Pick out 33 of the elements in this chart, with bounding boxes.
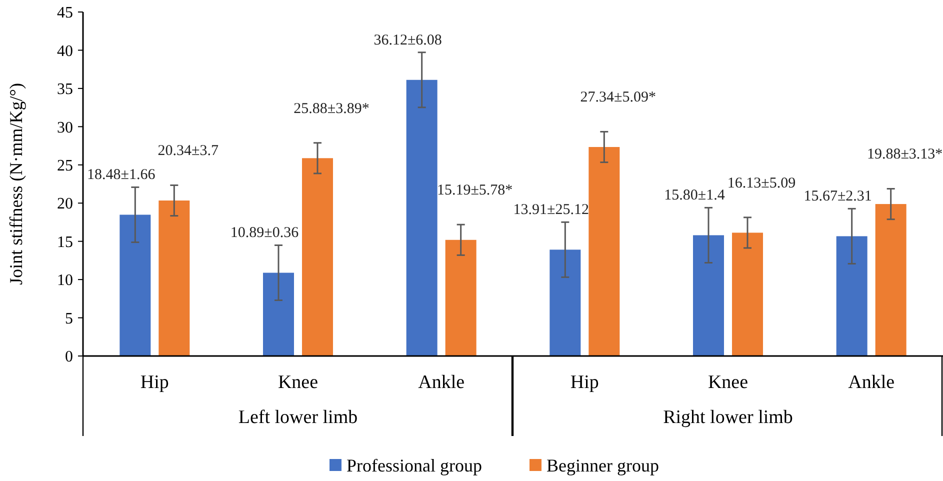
x-tick-label: Knee bbox=[708, 372, 748, 393]
y-tick-label: 40 bbox=[57, 42, 73, 60]
text: Right lower limb bbox=[663, 407, 793, 428]
data-label: 20.34±3.7 bbox=[158, 143, 220, 160]
x-tick-label: Ankle bbox=[418, 372, 465, 393]
y-tick-label: 35 bbox=[57, 81, 73, 98]
y-tick-label: 45 bbox=[57, 4, 73, 22]
text: Left lower limb bbox=[238, 407, 358, 428]
x-tick-label: Hip bbox=[570, 372, 599, 393]
y-tick-label: 10 bbox=[57, 272, 73, 290]
y-tick-label: 5 bbox=[65, 310, 73, 328]
data-label: 10.89±0.36 bbox=[230, 225, 300, 242]
data-label: 16.13±5.09 bbox=[727, 175, 796, 192]
data-label: 19.88±3.13* bbox=[866, 146, 943, 163]
y-axis-title: Joint stiffness (N·mm/Kg/°) bbox=[6, 83, 26, 285]
data-label: 15.19±5.78* bbox=[436, 182, 513, 199]
data-label: 27.34±5.09* bbox=[580, 90, 656, 106]
y-tick-label: 15 bbox=[57, 234, 73, 251]
y-tick-label: 20 bbox=[57, 196, 73, 213]
y-tick-label: 25 bbox=[57, 157, 73, 174]
data-label: 18.48±1.66 bbox=[87, 167, 156, 184]
legend-label: Beginner group bbox=[546, 455, 659, 476]
y-tick-label: 0 bbox=[65, 348, 73, 366]
data-label: 15.67±2.31 bbox=[804, 188, 872, 205]
data-label: 15.80±1.4 bbox=[664, 188, 726, 204]
legend-label: Professional group bbox=[346, 455, 482, 476]
data-label: 13.91±25.12 bbox=[513, 202, 590, 218]
x-tick-label: Knee bbox=[278, 372, 318, 393]
x-tick-label: Hip bbox=[140, 372, 169, 393]
data-label: 25.88±3.89* bbox=[294, 100, 370, 117]
x-tick-label: Ankle bbox=[848, 372, 895, 393]
y-tick-label: 30 bbox=[57, 119, 73, 136]
data-label: 36.12±6.08 bbox=[374, 32, 442, 48]
